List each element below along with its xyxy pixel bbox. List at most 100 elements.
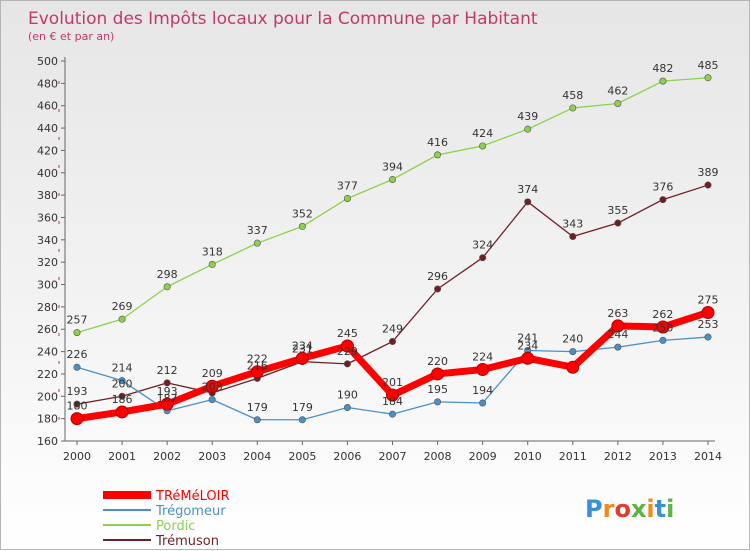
- data-label: 214: [112, 362, 133, 375]
- data-point: [205, 379, 219, 393]
- data-label: 180: [67, 400, 88, 413]
- data-point: [704, 333, 712, 341]
- data-point: [521, 351, 535, 365]
- series-layer: [70, 74, 715, 426]
- y-tick-label: 180: [37, 413, 58, 426]
- data-point: [163, 379, 171, 387]
- data-label: 203: [202, 381, 223, 394]
- y-tick-label: 200: [37, 390, 58, 403]
- data-label: 253: [698, 318, 719, 331]
- data-label: 485: [698, 59, 719, 72]
- x-tick-label: 2014: [694, 450, 722, 463]
- data-label: 209: [202, 367, 223, 380]
- x-tick-label: 2006: [333, 450, 361, 463]
- y-tick-label: 280: [37, 301, 58, 314]
- y-tick-label: 300: [37, 279, 58, 292]
- data-label: 458: [562, 89, 583, 102]
- x-tick-label: 2009: [469, 450, 497, 463]
- data-point: [569, 232, 577, 240]
- y-tick-label: 160: [37, 435, 58, 448]
- data-point: [118, 377, 126, 385]
- data-point: [431, 367, 445, 381]
- y-tick-label: 400: [37, 167, 58, 180]
- data-point: [343, 403, 351, 411]
- data-label: 226: [67, 348, 88, 361]
- data-point: [386, 388, 399, 402]
- data-label: 355: [607, 204, 628, 217]
- data-point: [160, 397, 174, 411]
- x-tick-label: 2005: [288, 450, 316, 463]
- data-label: 296: [427, 270, 448, 283]
- y-tick-label: 440: [37, 122, 58, 135]
- data-label: 389: [698, 166, 719, 179]
- data-point: [343, 194, 351, 202]
- data-point: [73, 363, 81, 371]
- data-label: 179: [292, 401, 313, 414]
- data-label: 337: [247, 224, 268, 237]
- y-tick-label: 420: [37, 144, 58, 157]
- data-label: 275: [698, 293, 719, 306]
- data-label: 212: [157, 364, 178, 377]
- data-label: 394: [382, 160, 403, 173]
- y-tick-label: 460: [37, 100, 58, 113]
- data-label: 234: [292, 339, 313, 352]
- x-tick-label: 2004: [243, 450, 271, 463]
- y-tick-label: 240: [37, 346, 58, 359]
- data-point: [524, 198, 532, 206]
- data-point: [479, 254, 487, 262]
- y-tick-label: 480: [37, 77, 58, 90]
- data-label: 249: [382, 323, 403, 336]
- data-point: [614, 343, 622, 351]
- logo-text: Proxiti: [585, 495, 674, 523]
- data-label: 244: [607, 328, 628, 341]
- data-label: 374: [517, 183, 538, 196]
- data-point: [701, 305, 715, 319]
- data-point: [388, 175, 396, 183]
- data-point: [115, 405, 129, 419]
- data-label: 234: [517, 339, 538, 352]
- axes: 160 180 200 220 240 260 280 300 320 340 360 380 400 4…: [37, 55, 722, 463]
- data-label: 250: [652, 321, 673, 334]
- data-point: [340, 339, 354, 353]
- legend-label: Trémuson: [155, 534, 219, 549]
- data-label: 376: [652, 181, 673, 194]
- x-tick-label: 2007: [379, 450, 407, 463]
- y-tick-label: 360: [37, 211, 58, 224]
- x-tick-label: 2002: [153, 450, 181, 463]
- data-point: [566, 360, 580, 374]
- data-label: 193: [67, 385, 88, 398]
- data-label: 377: [337, 179, 358, 192]
- x-tick-label: 2010: [514, 450, 542, 463]
- y-tick-label: 340: [37, 234, 58, 247]
- legend-label: Trégomeur: [155, 504, 226, 519]
- data-point: [569, 348, 577, 356]
- data-label: 194: [472, 384, 493, 397]
- data-point: [479, 142, 487, 150]
- data-point: [611, 319, 625, 333]
- data-point: [118, 392, 126, 400]
- legend-label: Pordic: [156, 519, 195, 534]
- data-label: 318: [202, 245, 223, 258]
- legend-label: TRéMéLOIR: [155, 489, 229, 504]
- data-point: [298, 416, 306, 424]
- data-label: 439: [517, 110, 538, 123]
- x-tick-label: 2003: [198, 450, 226, 463]
- data-label: 186: [112, 393, 133, 406]
- data-point: [614, 219, 622, 227]
- data-label: 240: [562, 333, 583, 346]
- data-point: [70, 412, 84, 426]
- data-point: [704, 74, 712, 82]
- data-point: [298, 222, 306, 230]
- data-point: [343, 360, 351, 368]
- data-label: 179: [247, 401, 268, 414]
- data-label: 462: [607, 84, 628, 97]
- data-label: 262: [652, 308, 673, 321]
- data-point: [434, 285, 442, 293]
- data-point: [476, 362, 490, 376]
- data-label: 482: [652, 62, 673, 75]
- data-label: 231: [292, 343, 313, 356]
- data-label: 263: [607, 307, 628, 320]
- data-label: 200: [112, 377, 133, 390]
